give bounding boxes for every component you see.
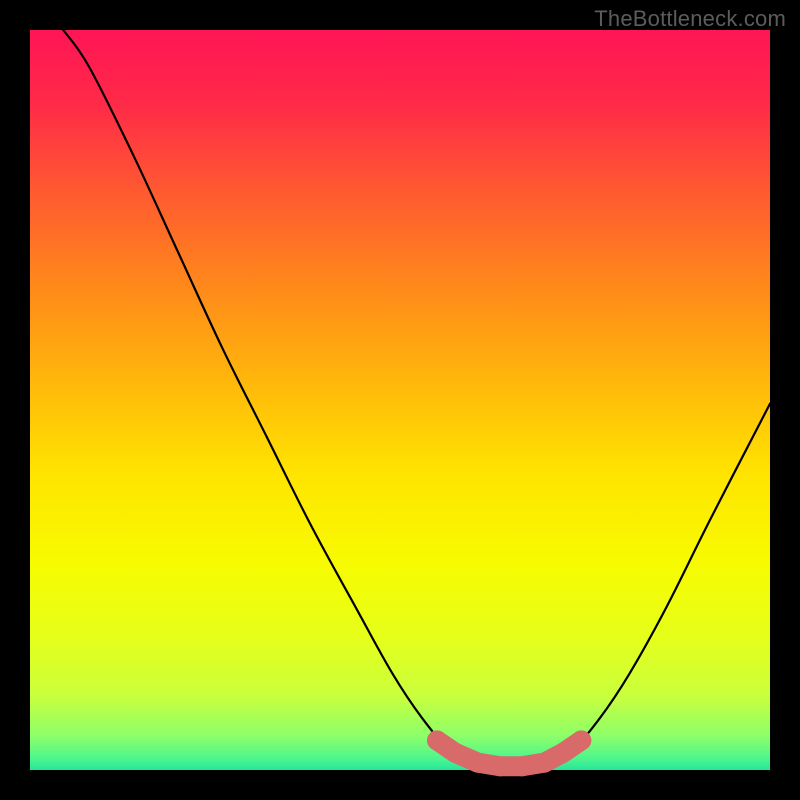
marker-dot bbox=[446, 743, 466, 763]
plot-background bbox=[30, 30, 770, 770]
marker-dot bbox=[468, 753, 488, 773]
bottleneck-curve-chart bbox=[0, 0, 800, 800]
marker-dot bbox=[534, 753, 554, 773]
watermark-text: TheBottleneck.com bbox=[594, 6, 786, 32]
marker-dot bbox=[490, 756, 510, 776]
marker-dot bbox=[427, 730, 447, 750]
marker-dot bbox=[571, 730, 591, 750]
marker-dot bbox=[553, 743, 573, 763]
marker-dot bbox=[512, 756, 532, 776]
